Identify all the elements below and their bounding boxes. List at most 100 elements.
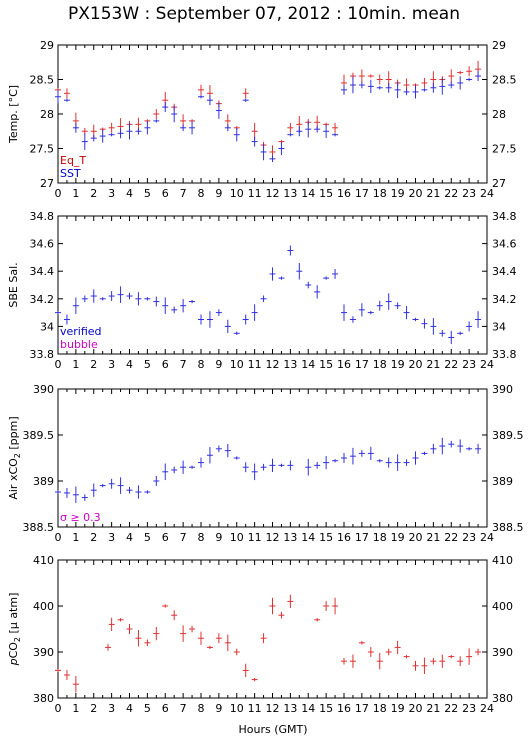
x-tick-label: 4: [126, 702, 133, 715]
x-tick-label: 9: [215, 531, 222, 544]
y-axis-label: pCO2 [µ atm]: [7, 593, 22, 667]
x-tick-label: 15: [319, 187, 333, 200]
x-tick-label: 16: [337, 702, 351, 715]
x-tick-label: 3: [108, 702, 115, 715]
y-tick-label-left: 27: [40, 177, 54, 190]
x-tick-label: 7: [180, 702, 187, 715]
x-tick-label: 14: [301, 358, 315, 371]
x-tick-label: 14: [301, 531, 315, 544]
y-tick-label-right: 34.2: [492, 293, 517, 306]
x-tick-label: 22: [444, 358, 458, 371]
x-tick-label: 22: [444, 702, 458, 715]
x-tick-label: 24: [480, 702, 494, 715]
y-tick-label-left: 34.8: [30, 210, 55, 223]
x-tick-label: 6: [162, 358, 169, 371]
x-tick-label: 15: [319, 531, 333, 544]
y-tick-label-right: 29: [492, 39, 506, 52]
y-tick-label-right: 34.8: [492, 210, 517, 223]
x-tick-label: 1: [72, 702, 79, 715]
legend-entry: σ ≥ 0.3: [60, 511, 101, 524]
x-tick-label: 5: [144, 531, 151, 544]
y-tick-label-left: 34.6: [30, 238, 55, 251]
legend-entry: bubble: [60, 338, 98, 351]
x-tick-label: 1: [72, 531, 79, 544]
y-axis-label: SBE Sal.: [7, 262, 20, 307]
x-tick-label: 4: [126, 187, 133, 200]
x-tick-label: 16: [337, 187, 351, 200]
plot-frame: [57, 44, 488, 184]
y-tick-label-right: 34.6: [492, 238, 517, 251]
x-tick-label: 21: [426, 702, 440, 715]
x-tick-label: 11: [248, 187, 262, 200]
x-tick-label: 10: [230, 702, 244, 715]
y-tick-label-left: 389: [33, 475, 54, 488]
series-1: [55, 437, 482, 504]
x-tick-label: 23: [462, 702, 476, 715]
x-tick-label: 24: [480, 358, 494, 371]
x-tick-label: 5: [144, 358, 151, 371]
y-tick-label-right: 34: [492, 320, 506, 333]
x-tick-label: 17: [355, 187, 369, 200]
x-tick-label: 5: [144, 702, 151, 715]
x-tick-label: 0: [55, 187, 62, 200]
x-tick-label: 23: [462, 531, 476, 544]
x-tick-label: 21: [426, 531, 440, 544]
x-tick-label: 9: [215, 358, 222, 371]
panel-3: 0 1 2 3 4 5 6 7 8 9 10 11 12 13 14 15 16 17 18 19 20 21 22 23 24…: [7, 383, 524, 544]
x-tick-label: 9: [215, 702, 222, 715]
x-tick-label: 21: [426, 187, 440, 200]
plot-frame: [57, 215, 488, 355]
y-tick-label-left: 27.5: [30, 143, 55, 156]
x-tick-label: 7: [180, 531, 187, 544]
x-tick-label: 19: [391, 187, 405, 200]
x-tick-label: 2: [90, 531, 97, 544]
x-tick-label: 23: [462, 187, 476, 200]
x-tick-label: 8: [198, 531, 205, 544]
x-tick-label: 17: [355, 531, 369, 544]
series-1: [55, 245, 482, 345]
x-tick-label: 15: [319, 702, 333, 715]
series-1: [55, 594, 482, 693]
x-tick-label: 24: [480, 187, 494, 200]
x-tick-label: 13: [283, 187, 297, 200]
x-tick-label: 19: [391, 702, 405, 715]
series-2: [55, 71, 482, 163]
x-tick-label: 12: [266, 358, 280, 371]
y-tick-label-right: 390: [492, 383, 513, 396]
x-tick-label: 11: [248, 358, 262, 371]
x-tick-label: 8: [198, 358, 205, 371]
series-1: [55, 60, 482, 159]
x-tick-label: 17: [355, 358, 369, 371]
x-tick-label: 6: [162, 187, 169, 200]
x-tick-label: 12: [266, 702, 280, 715]
y-tick-label-left: 380: [33, 692, 54, 705]
y-tick-label-left: 390: [33, 383, 54, 396]
x-tick-label: 19: [391, 358, 405, 371]
x-tick-label: 18: [373, 358, 387, 371]
x-tick-label: 9: [215, 187, 222, 200]
y-tick-label-left: 28.5: [30, 74, 55, 87]
y-tick-label-left: 29: [40, 39, 54, 52]
x-tick-label: 4: [126, 358, 133, 371]
y-axis-label: Temp. [°C]: [7, 85, 20, 144]
y-tick-label-left: 34.2: [30, 293, 55, 306]
plot-frame: [57, 559, 488, 699]
x-tick-label: 11: [248, 531, 262, 544]
x-tick-label: 2: [90, 702, 97, 715]
x-tick-label: 10: [230, 358, 244, 371]
y-tick-label-left: 410: [33, 554, 54, 567]
panels: 0 1 2 3 4 5 6 7 8 9 10 11 12 13 14 15 16 17 18 19 20 21 22 23 24…: [7, 39, 524, 715]
x-tick-label: 13: [283, 531, 297, 544]
y-tick-label-left: 389.5: [23, 429, 55, 442]
x-tick-label: 0: [55, 358, 62, 371]
x-tick-label: 22: [444, 187, 458, 200]
x-tick-label: 0: [55, 531, 62, 544]
x-tick-label: 12: [266, 187, 280, 200]
legend-entry: verified: [60, 325, 102, 338]
y-tick-label-right: 389.5: [492, 429, 524, 442]
legend-entry: SST: [60, 167, 81, 180]
y-tick-label-left: 400: [33, 600, 54, 613]
x-tick-label: 24: [480, 531, 494, 544]
chart-title: PX153W : September 07, 2012 : 10min. mea…: [68, 4, 460, 24]
x-tick-label: 1: [72, 358, 79, 371]
